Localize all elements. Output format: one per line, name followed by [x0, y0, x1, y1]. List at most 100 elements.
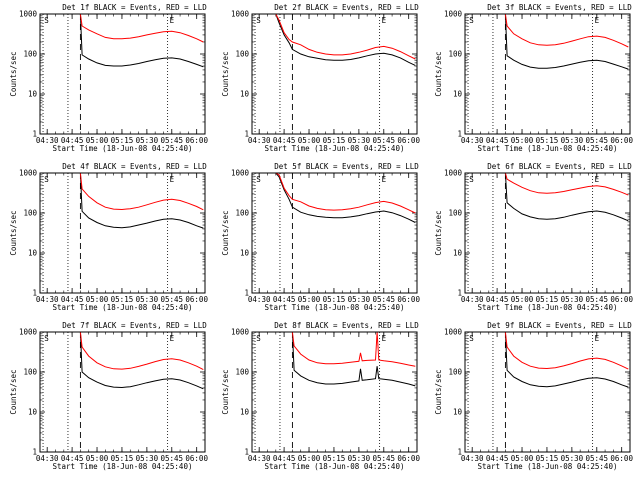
y-axis-label: Counts/sec — [9, 210, 18, 255]
y-axis-label: Counts/sec — [221, 210, 230, 255]
panel-det-9: Det 9f BLACK = Events, RED = LLD Counts/s… — [434, 321, 633, 471]
y-tick-label: 100 — [23, 209, 37, 218]
marker-letter-e: E — [382, 175, 387, 184]
series-events-line — [255, 332, 416, 387]
marker-letter-s: S — [256, 334, 261, 343]
y-tick-label: 10 — [28, 249, 38, 258]
x-tick-label: 04:45 — [273, 136, 296, 145]
x-tick-label: 04:30 — [461, 136, 484, 145]
y-tick-label: 100 — [448, 209, 462, 218]
x-tick-label: 06:00 — [185, 136, 208, 145]
x-tick-label: 06:00 — [397, 454, 420, 463]
x-tick-label: 05:45 — [160, 454, 183, 463]
plot-frame — [251, 331, 418, 453]
panel-det-1: Det 1f BLACK = Events, RED = LLD Counts/s… — [9, 3, 208, 153]
y-tick-label: 1000 — [19, 10, 38, 19]
y-tick-label: 1 — [244, 130, 249, 139]
x-axis-label: Start Time (18-Jun-08 04:25:40) — [478, 144, 618, 153]
y-axis-label: Counts/sec — [9, 51, 18, 96]
series-lld-line — [43, 173, 204, 211]
x-tick-label: 05:30 — [561, 295, 584, 304]
plot-frame — [464, 13, 631, 135]
y-tick-label: 10 — [453, 408, 463, 417]
x-axis-label: Start Time (18-Jun-08 04:25:40) — [53, 303, 193, 312]
x-tick-label: 05:15 — [536, 295, 559, 304]
plot-frame — [39, 172, 206, 294]
x-tick-label: 05:30 — [348, 136, 371, 145]
x-tick-label: 05:30 — [136, 136, 159, 145]
plot-frame — [251, 13, 418, 135]
x-tick-label: 05:45 — [372, 454, 395, 463]
series-lld-line — [254, 14, 416, 60]
x-tick-label: 04:45 — [61, 136, 84, 145]
y-tick-label: 1000 — [444, 169, 463, 178]
x-tick-label: 05:00 — [511, 295, 534, 304]
x-tick-label: 06:00 — [397, 136, 420, 145]
x-tick-label: 05:00 — [511, 136, 534, 145]
marker-letter-e: E — [170, 334, 175, 343]
panel-title: Det 6f BLACK = Events, RED = LLD — [487, 162, 632, 171]
series-lld-line — [254, 173, 416, 214]
series-events-line — [468, 332, 629, 388]
x-tick-label: 05:45 — [160, 136, 183, 145]
x-tick-label: 04:30 — [36, 136, 59, 145]
marker-letter-e: E — [595, 175, 600, 184]
x-tick-label: 05:15 — [111, 454, 134, 463]
y-tick-label: 1000 — [231, 10, 250, 19]
x-tick-label: 05:15 — [323, 136, 346, 145]
plot-frame — [251, 172, 418, 294]
panel-det-5: Det 5f BLACK = Events, RED = LLD Counts/s… — [221, 162, 420, 312]
panel-det-4: Det 4f BLACK = Events, RED = LLD Counts/s… — [9, 162, 208, 312]
panel-title: Det 9f BLACK = Events, RED = LLD — [487, 321, 632, 330]
marker-letter-s: S — [256, 16, 261, 25]
x-tick-label: 04:45 — [61, 454, 84, 463]
y-tick-label: 1000 — [444, 10, 463, 19]
x-tick-label: 04:45 — [61, 295, 84, 304]
x-tick-label: 05:15 — [111, 295, 134, 304]
x-tick-label: 05:45 — [585, 454, 608, 463]
x-tick-label: 06:00 — [610, 454, 633, 463]
series-lld-line — [43, 332, 204, 371]
x-tick-label: 04:30 — [248, 136, 271, 145]
panel-det-7: Det 7f BLACK = Events, RED = LLD Counts/s… — [9, 321, 208, 471]
x-axis-label: Start Time (18-Jun-08 04:25:40) — [265, 462, 405, 471]
x-tick-label: 05:00 — [86, 454, 109, 463]
y-tick-label: 100 — [235, 368, 249, 377]
y-axis-label: Counts/sec — [434, 210, 443, 255]
y-tick-label: 10 — [240, 408, 250, 417]
x-tick-label: 05:45 — [585, 136, 608, 145]
series-events-line — [43, 332, 204, 390]
x-tick-label: 05:45 — [372, 136, 395, 145]
y-axis-label: Counts/sec — [434, 369, 443, 414]
x-tick-label: 05:30 — [561, 454, 584, 463]
panel-title: Det 3f BLACK = Events, RED = LLD — [487, 3, 632, 12]
marker-letter-e: E — [382, 334, 387, 343]
y-axis-label: Counts/sec — [221, 369, 230, 414]
plot-frame — [464, 172, 631, 294]
x-tick-label: 04:30 — [248, 295, 271, 304]
series-lld-line — [468, 14, 629, 48]
x-tick-label: 05:00 — [298, 136, 321, 145]
x-tick-label: 04:45 — [486, 295, 509, 304]
x-tick-label: 05:30 — [136, 295, 159, 304]
panel-title: Det 1f BLACK = Events, RED = LLD — [62, 3, 207, 12]
y-tick-label: 1 — [32, 289, 37, 298]
y-tick-label: 1000 — [19, 328, 38, 337]
panel-title: Det 7f BLACK = Events, RED = LLD — [62, 321, 207, 330]
x-tick-label: 05:30 — [136, 454, 159, 463]
y-tick-label: 1 — [244, 448, 249, 457]
panel-title: Det 8f BLACK = Events, RED = LLD — [274, 321, 419, 330]
marker-letter-s: S — [44, 175, 49, 184]
x-tick-label: 05:30 — [561, 136, 584, 145]
plot-frame — [464, 331, 631, 453]
panel-title: Det 2f BLACK = Events, RED = LLD — [274, 3, 419, 12]
plot-frame — [39, 13, 206, 135]
marker-letter-s: S — [44, 16, 49, 25]
series-events-line — [468, 14, 629, 70]
x-tick-label: 06:00 — [610, 136, 633, 145]
x-axis-label: Start Time (18-Jun-08 04:25:40) — [53, 144, 193, 153]
y-tick-label: 100 — [448, 50, 462, 59]
panel-det-3: Det 3f BLACK = Events, RED = LLD Counts/s… — [434, 3, 633, 153]
x-tick-label: 05:15 — [323, 295, 346, 304]
marker-letter-s: S — [469, 334, 474, 343]
